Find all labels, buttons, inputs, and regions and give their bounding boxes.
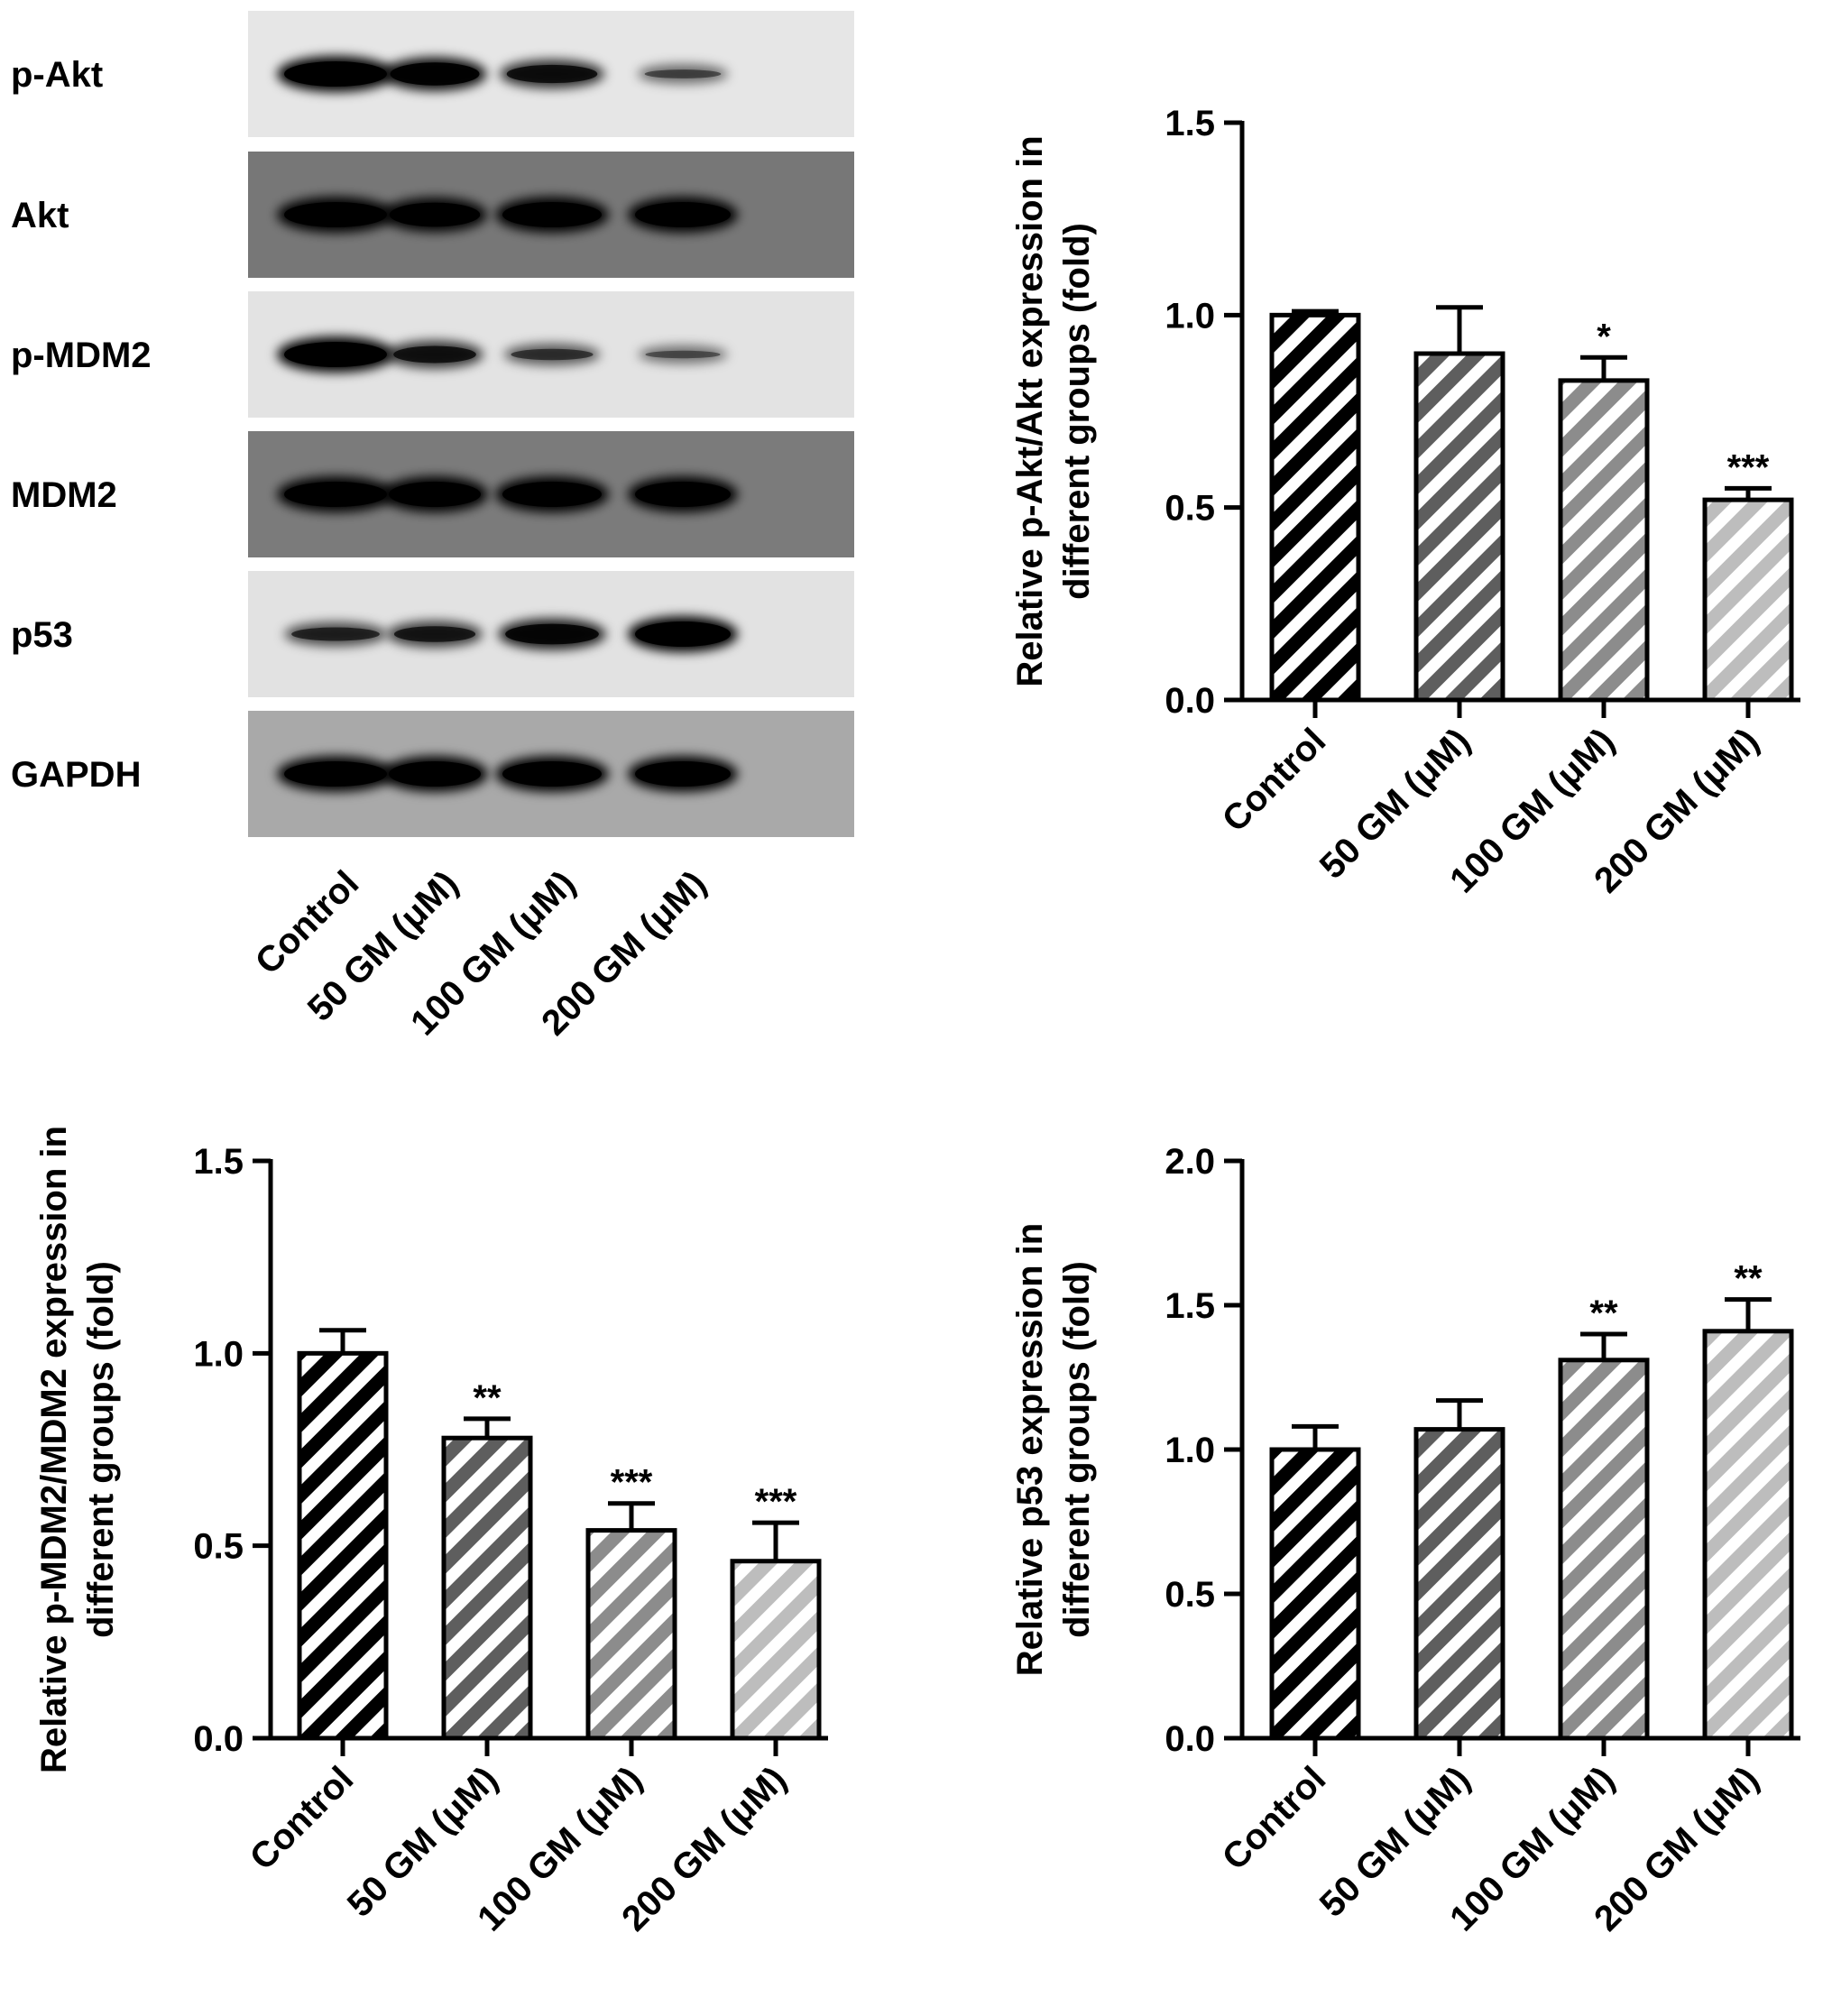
bar — [1269, 312, 1361, 703]
blot-band-core — [502, 761, 602, 787]
bar — [1269, 1447, 1361, 1741]
blot-row-label: Akt — [11, 196, 69, 235]
bar — [1702, 497, 1794, 703]
blot-band-core — [291, 627, 380, 641]
blot-band-core — [635, 761, 731, 787]
x-tick-label: Control — [1215, 721, 1334, 840]
y-tick-label: 0.5 — [193, 1527, 244, 1567]
blot-band — [637, 64, 729, 84]
blot-band-core — [502, 482, 602, 507]
blot-row-gapdh: GAPDH — [11, 711, 854, 837]
blot-band-core — [635, 621, 731, 647]
blot-row-label: p-MDM2 — [11, 336, 152, 375]
y-axis-label: Relative p-Akt/Akt expression in — [1010, 135, 1050, 686]
blot-band-core — [505, 623, 599, 645]
blot-band-core — [284, 202, 387, 227]
significance-label: ** — [473, 1378, 502, 1418]
significance-label: *** — [1727, 447, 1770, 487]
blot-row-label: MDM2 — [11, 475, 117, 515]
blot-band-core — [393, 626, 476, 642]
blot-row-label: p-Akt — [11, 55, 103, 95]
significance-label: * — [1597, 317, 1611, 356]
x-tick-label: Control — [243, 1759, 362, 1878]
y-axis-label: Relative p53 expression in — [1010, 1223, 1050, 1676]
blot-band-core — [284, 482, 387, 507]
bar — [1702, 1329, 1794, 1741]
blot-band-core — [284, 761, 387, 787]
y-tick-label: 2.0 — [1165, 1142, 1215, 1182]
bar-chart-1: 0.0 0.5 1.0 1.5 Relative p-Akt/Akt expressio… — [1010, 104, 1800, 901]
blot-band-core — [389, 761, 481, 787]
blot-band-core — [284, 342, 387, 367]
y-tick-label: 1.5 — [1165, 1286, 1215, 1326]
blot-band-core — [511, 348, 594, 361]
blot-band-core — [389, 482, 481, 507]
bar-chart-3: 0.0 0.5 1.0 1.5 2.0 Relative p53 expression i… — [1010, 1142, 1800, 1939]
bar — [1558, 378, 1650, 703]
blot-row-p53: p53 — [11, 571, 854, 697]
y-tick-label: 1.5 — [1165, 104, 1215, 143]
blot-row-label: p53 — [11, 615, 73, 655]
y-axis-label: different groups (fold) — [81, 1261, 121, 1638]
blot-row-akt: Akt — [11, 152, 854, 278]
y-tick-label: 0.5 — [1165, 489, 1215, 529]
blot-band-core — [389, 202, 481, 227]
y-tick-label: 1.0 — [1165, 1431, 1215, 1470]
significance-label: *** — [611, 1463, 653, 1503]
blot-band-core — [645, 350, 721, 359]
y-tick-label: 1.0 — [193, 1334, 244, 1374]
bar — [730, 1559, 822, 1741]
blot-row-p-mdm2: p-MDM2 — [11, 291, 854, 418]
y-tick-label: 1.0 — [1165, 296, 1215, 336]
y-tick-label: 1.5 — [193, 1142, 244, 1182]
blot-band-core — [393, 345, 476, 364]
bar-charts: 0.0 0.5 1.0 1.5 Relative p-Akt/Akt expressio… — [34, 104, 1800, 1939]
bar — [441, 1435, 533, 1741]
blot-band — [638, 345, 728, 364]
y-tick-label: 0.0 — [193, 1719, 244, 1759]
blot-band-core — [506, 64, 598, 84]
blot-band-core — [644, 69, 722, 78]
blot-band-core — [635, 482, 731, 507]
bar — [297, 1350, 389, 1741]
y-axis-label: different groups (fold) — [1057, 223, 1097, 600]
bar — [585, 1528, 677, 1741]
significance-label: *** — [755, 1482, 797, 1522]
bar — [1558, 1358, 1650, 1741]
y-tick-label: 0.5 — [1165, 1575, 1215, 1615]
y-tick-label: 0.0 — [1165, 681, 1215, 721]
y-axis-label: different groups (fold) — [1057, 1261, 1097, 1638]
bar — [1413, 1427, 1505, 1741]
significance-label: ** — [1589, 1293, 1618, 1333]
blot-row-p-akt: p-Akt — [11, 11, 854, 137]
blot-band-core — [635, 202, 731, 227]
bar — [1413, 351, 1505, 703]
y-axis-label: Relative p-MDM2/MDM2 expression in — [34, 1126, 74, 1773]
bar-chart-2: 0.0 0.5 1.0 1.5 Relative p-MDM2/MDM2 express… — [34, 1126, 828, 1939]
y-tick-label: 0.0 — [1165, 1719, 1215, 1759]
blot-band-core — [502, 202, 602, 227]
blot-row-label: GAPDH — [11, 755, 141, 795]
blot-row-mdm2: MDM2 — [11, 431, 854, 557]
blot-band-core — [390, 62, 480, 86]
blot-band-core — [284, 61, 387, 87]
x-tick-label: Control — [1215, 1759, 1334, 1878]
significance-label: ** — [1734, 1259, 1763, 1299]
